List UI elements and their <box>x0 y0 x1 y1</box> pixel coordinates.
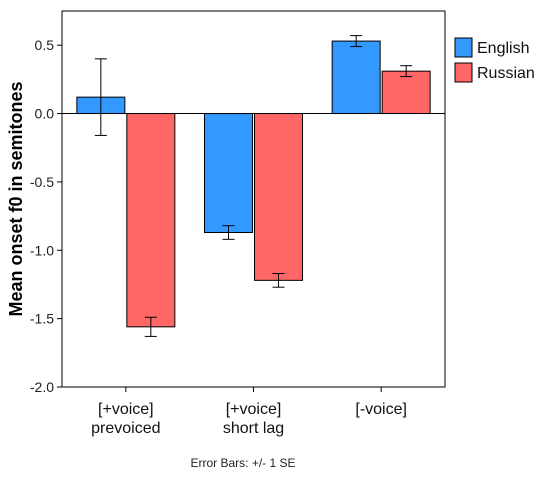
legend: English Russian <box>454 37 535 83</box>
legend-label-russian: Russian <box>477 65 535 82</box>
x-category-label: prevoiced <box>91 420 160 437</box>
y-tick-label: 0.0 <box>35 106 55 122</box>
x-axis: [+voice] prevoiced [+voice] short lag [-voic… <box>91 387 407 437</box>
y-tick-label: -2.0 <box>30 379 54 395</box>
legend-swatch-russian <box>454 62 473 83</box>
x-category-label: [+voice] <box>98 401 154 418</box>
y-tick-label: 0.5 <box>35 37 55 53</box>
bar-russian-0 <box>126 113 176 328</box>
legend-label-english: English <box>477 40 529 57</box>
x-category-label: [-voice] <box>355 401 407 418</box>
y-axis-title: Mean onset f0 in semitones <box>6 81 26 316</box>
y-tick-label: -0.5 <box>30 174 54 190</box>
legend-swatch-english <box>454 37 473 58</box>
bars-layer <box>76 35 431 337</box>
error-bars-footnote: Error Bars: +/- 1 SE <box>190 456 295 470</box>
bar-russian-2 <box>381 70 431 115</box>
y-tick-label: -1.5 <box>30 311 54 327</box>
bar-russian-1 <box>254 113 303 281</box>
bar-english-1 <box>204 113 253 233</box>
x-category-label: [+voice] <box>226 401 282 418</box>
bar-english-2 <box>331 40 381 115</box>
plot-frame <box>61 10 446 388</box>
x-category-label: short lag <box>223 420 284 437</box>
y-axis: 0.5 0.0 -0.5 -1.0 -1.5 -2.0 <box>30 37 62 395</box>
y-tick-label: -1.0 <box>30 242 54 258</box>
